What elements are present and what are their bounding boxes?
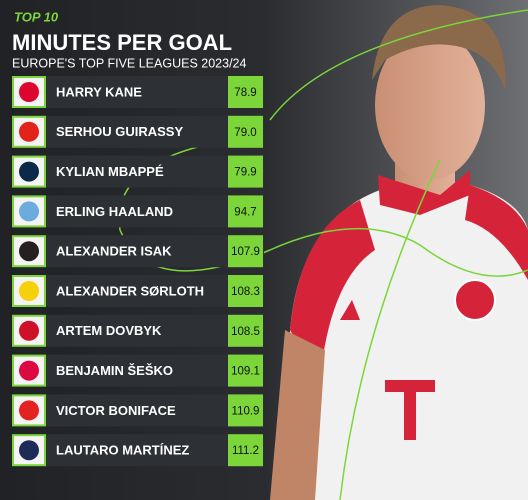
value-box (228, 434, 263, 467)
player-name: LAUTARO MARTÍNEZ (56, 443, 189, 458)
minutes-value: 94.7 (234, 206, 256, 218)
title: MINUTES PER GOAL (12, 30, 232, 55)
club-badge (19, 82, 39, 102)
player-name: BENJAMIN ŠEŠKO (56, 363, 173, 378)
club-badge (19, 281, 39, 301)
minutes-value: 109.1 (231, 366, 260, 378)
player-name: ALEXANDER SØRLOTH (56, 283, 204, 298)
minutes-value: 108.5 (231, 326, 260, 338)
row-band (12, 155, 264, 188)
player-name: SERHOU GUIRASSY (56, 124, 183, 139)
club-badge (19, 440, 39, 461)
value-box (228, 235, 263, 268)
minutes-value: 78.9 (234, 87, 256, 99)
row-band (12, 314, 264, 347)
value-box (228, 155, 263, 188)
club-badge (19, 121, 39, 142)
row-band (12, 115, 264, 148)
minutes-value: 108.3 (231, 286, 260, 298)
minutes-value: 79.9 (234, 167, 256, 179)
value-box (228, 195, 263, 228)
value-box (228, 354, 263, 387)
minutes-value: 110.9 (232, 405, 260, 417)
row-band (12, 275, 264, 307)
row-band (12, 235, 264, 268)
player-photo (270, 5, 528, 500)
club-badge (19, 161, 39, 182)
club-badge (19, 400, 39, 421)
kicker: TOP 10 (14, 9, 59, 24)
minutes-value: 111.2 (232, 445, 259, 457)
minutes-value: 79.0 (234, 127, 256, 139)
player-name: ARTEM DOVBYK (56, 323, 162, 338)
player-name: HARRY KANE (56, 84, 142, 99)
club-badge (19, 320, 39, 341)
row-band (12, 76, 264, 108)
club-badge (19, 241, 39, 262)
row-band (12, 354, 264, 387)
value-box (228, 115, 263, 148)
club-badge (19, 360, 39, 381)
value-box (228, 76, 263, 108)
subtitle: EUROPE'S TOP FIVE LEAGUES 2023/24 (12, 56, 246, 70)
value-box (228, 314, 263, 347)
value-box (228, 394, 263, 427)
club-badge (19, 201, 39, 222)
row-band (12, 195, 264, 228)
player-name: ALEXANDER ISAK (56, 244, 172, 259)
player-name: KYLIAN MBAPPÉ (56, 164, 164, 179)
row-band (12, 394, 264, 427)
ranking-list: HARRY KANE 78.9 SERHOU GUIRASSY 79.0 KYLIAN … (12, 76, 264, 467)
row-band (12, 434, 264, 467)
player-name: ERLING HAALAND (56, 204, 173, 219)
minutes-value: 107.9 (231, 246, 260, 258)
player-name: VICTOR BONIFACE (56, 403, 176, 418)
value-box (228, 275, 263, 307)
